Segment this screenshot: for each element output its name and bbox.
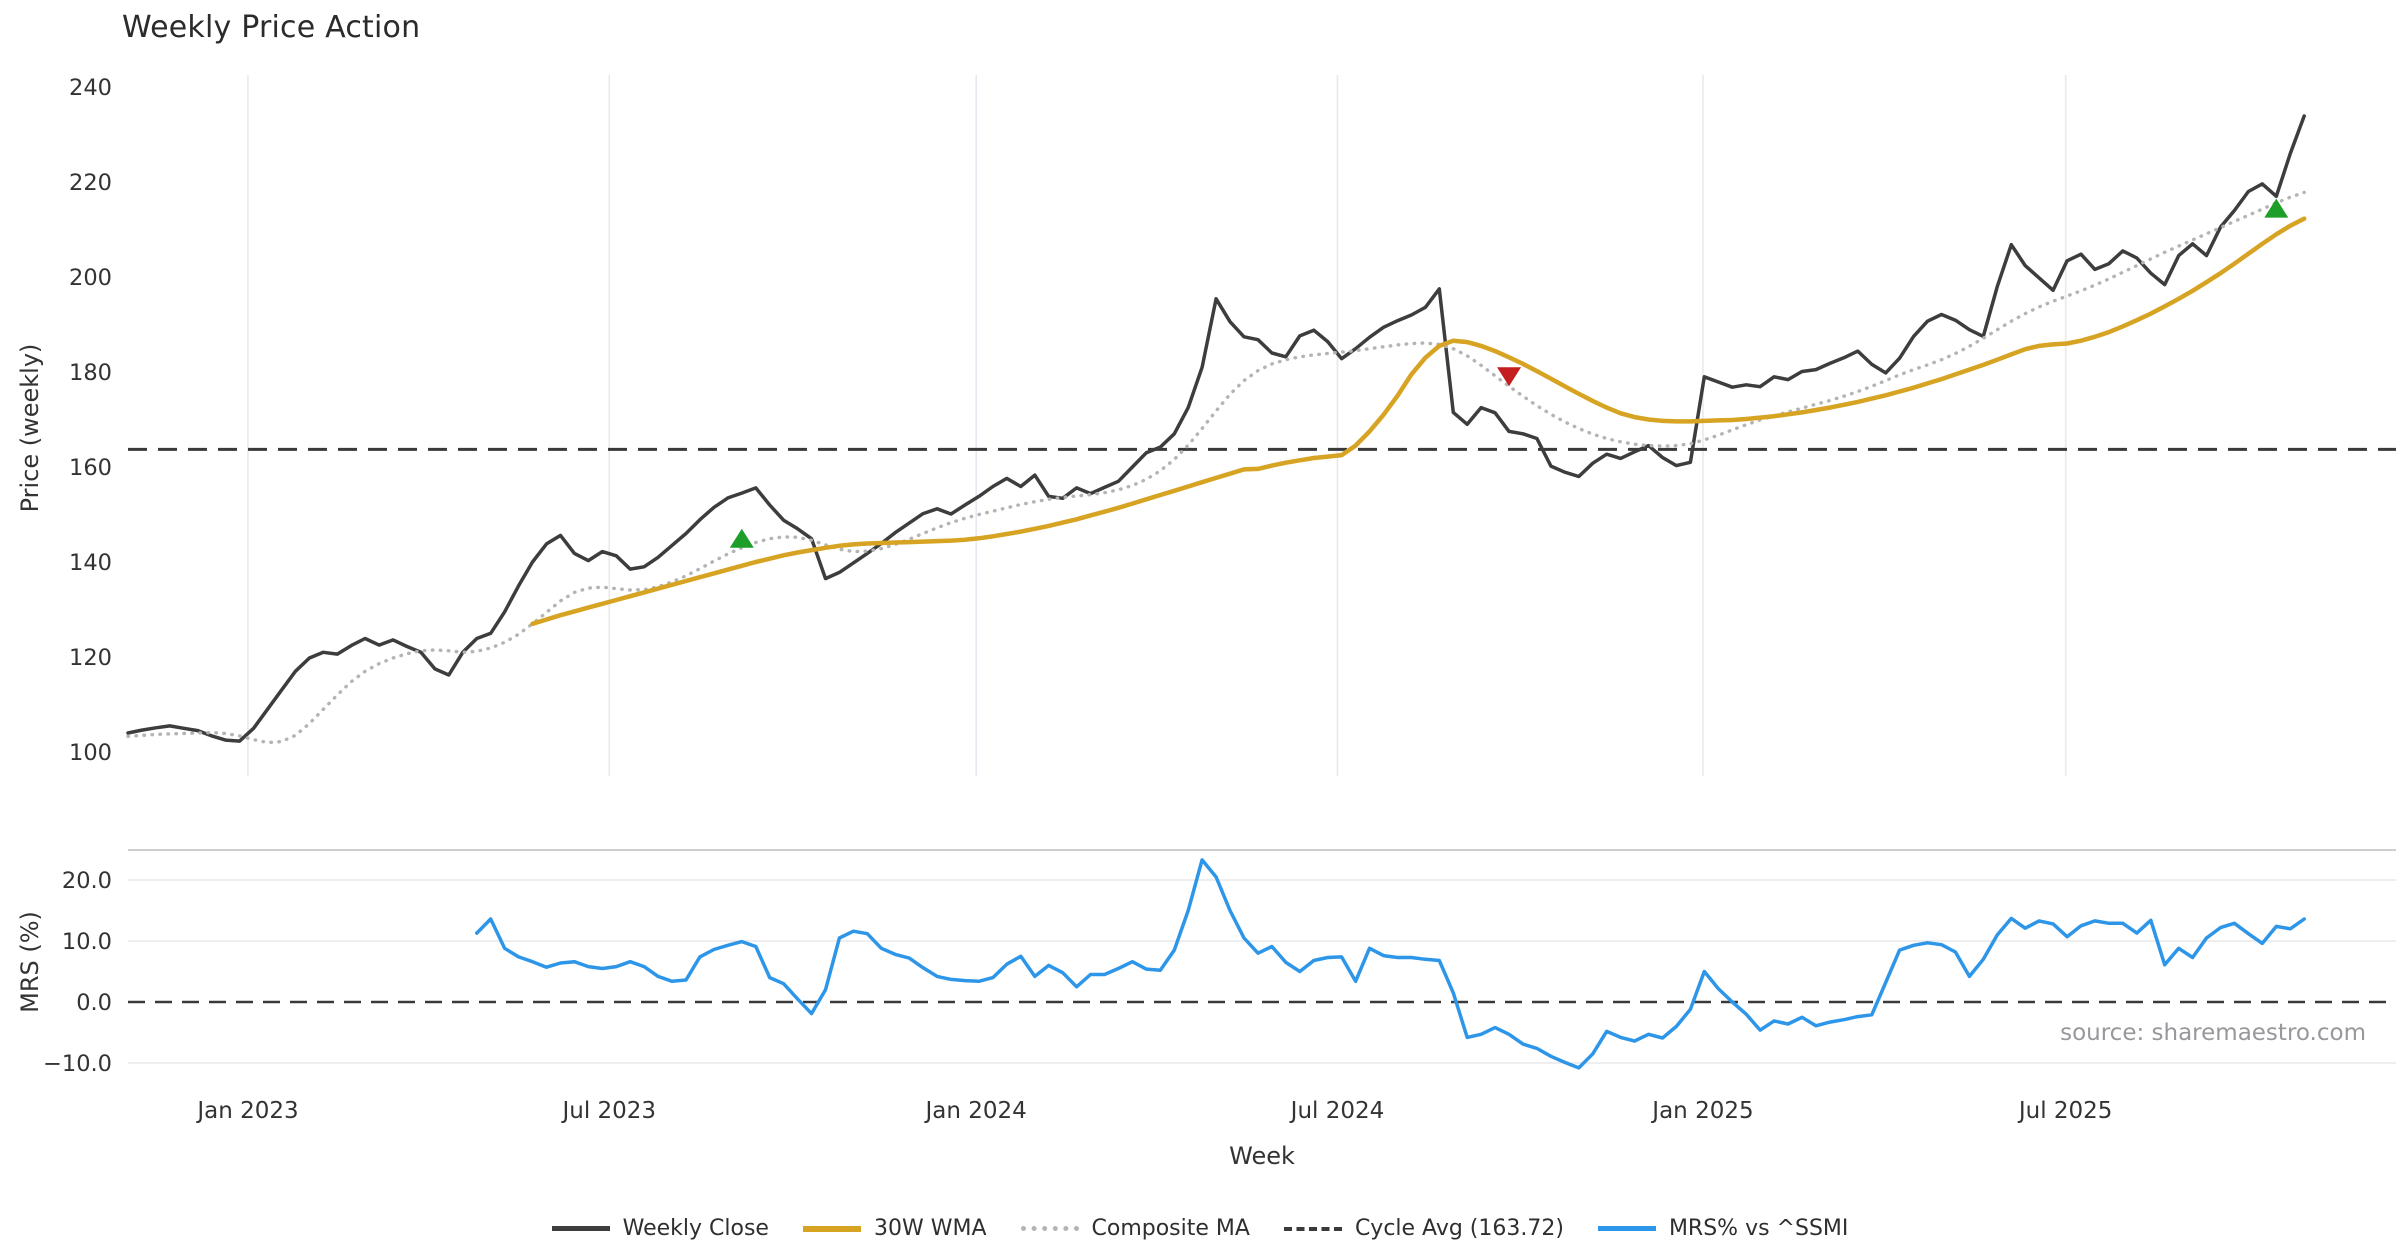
mrs-line-swatch	[1597, 1226, 1656, 1231]
weekly-close-line-swatch	[551, 1226, 610, 1231]
x-axis-label: Week	[1229, 1142, 1295, 1170]
composite-ma-line	[126, 190, 2306, 745]
legend-label: Weekly Close	[622, 1216, 769, 1241]
mrs-line	[475, 858, 2306, 1070]
x-tick-label: Jul 2024	[1289, 1098, 1385, 1124]
price-tick-label: 180	[69, 360, 112, 386]
price-tick-label: 140	[69, 550, 112, 576]
legend-item-weekly-close: Weekly Close	[551, 1216, 769, 1241]
source-note: source: sharemaestro.com	[2060, 1020, 2366, 1046]
mrs-axis-label: MRS (%)	[16, 911, 44, 1013]
legend-label: Composite MA	[1091, 1216, 1250, 1241]
legend-item-mrs: MRS% vs ^SSMI	[1597, 1216, 1849, 1241]
legend-item-30w-wma: 30W WMA	[802, 1216, 987, 1241]
legend-item-composite-ma: Composite MA	[1020, 1216, 1250, 1241]
price-tick-label: 160	[69, 455, 112, 481]
buy-signal-marker	[2264, 198, 2289, 218]
cycle-avg-line-swatch	[1283, 1226, 1342, 1231]
wma-30w-line	[530, 216, 2307, 627]
wma-line-swatch	[802, 1225, 861, 1232]
legend-label: 30W WMA	[873, 1216, 987, 1241]
price-tick-label: 200	[69, 265, 112, 291]
legend-label: MRS% vs ^SSMI	[1668, 1216, 1849, 1241]
price-tick-label: 220	[69, 170, 112, 196]
legend-label: Cycle Avg (163.72)	[1354, 1216, 1564, 1241]
mrs-tick-label: 0.0	[76, 990, 112, 1016]
mrs-tick-label: 20.0	[62, 868, 112, 894]
weekly-close-line	[126, 114, 2306, 743]
x-tick-label: Jul 2025	[2017, 1098, 2113, 1124]
mrs-tick-label: 10.0	[62, 929, 112, 955]
x-tick-label: Jul 2023	[560, 1098, 656, 1124]
price-tick-label: 100	[69, 740, 112, 766]
buy-signal-marker	[729, 528, 754, 548]
price-tick-label: 240	[69, 75, 112, 101]
price-tick-label: 120	[69, 645, 112, 671]
x-tick-label: Jan 2023	[195, 1098, 298, 1124]
x-tick-label: Jan 2024	[924, 1098, 1027, 1124]
chart-title: Weekly Price Action	[122, 10, 421, 45]
composite-ma-line-swatch	[1020, 1226, 1079, 1231]
x-tick-label: Jan 2025	[1650, 1098, 1753, 1124]
legend: Weekly Close 30W WMA Composite MA Cycle …	[0, 1216, 2400, 1241]
mrs-tick-label: −10.0	[43, 1051, 112, 1077]
sell-signal-marker	[1497, 367, 1522, 387]
legend-item-cycle-avg: Cycle Avg (163.72)	[1283, 1216, 1564, 1241]
price-axis-label: Price (weekly)	[16, 343, 44, 513]
